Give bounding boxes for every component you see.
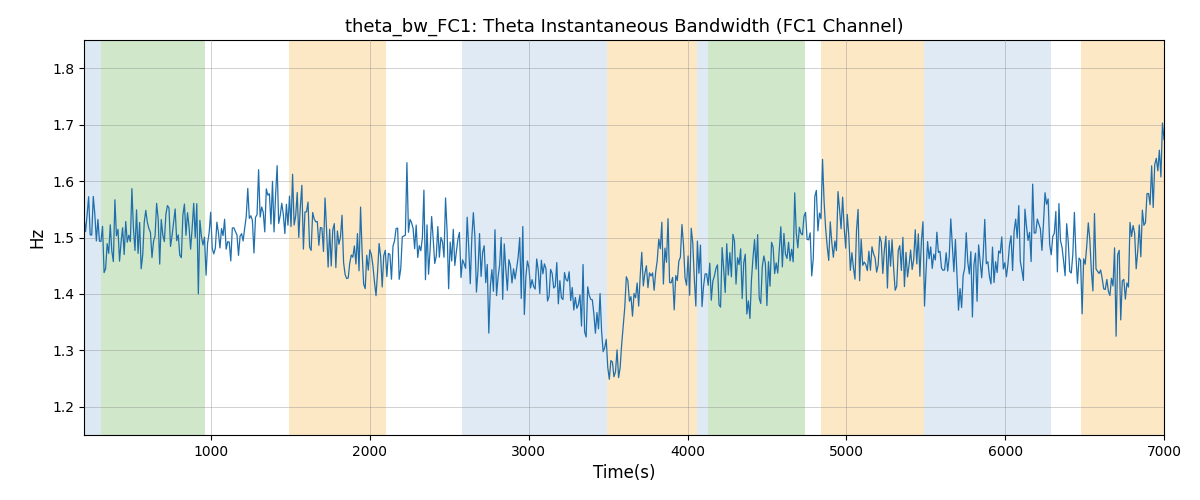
Bar (821, 40, 924, 435)
Bar (708, 40, 805, 435)
Bar (924, 40, 1051, 435)
Bar (84, 40, 102, 435)
X-axis label: Time(s): Time(s) (593, 464, 655, 482)
Bar (606, 40, 697, 435)
Bar (462, 40, 606, 435)
Bar (289, 40, 385, 435)
Bar (1081, 40, 1164, 435)
Bar (697, 40, 708, 435)
Title: theta_bw_FC1: Theta Instantaneous Bandwidth (FC1 Channel): theta_bw_FC1: Theta Instantaneous Bandwi… (344, 18, 904, 36)
Bar (102, 40, 205, 435)
Y-axis label: Hz: Hz (29, 227, 47, 248)
